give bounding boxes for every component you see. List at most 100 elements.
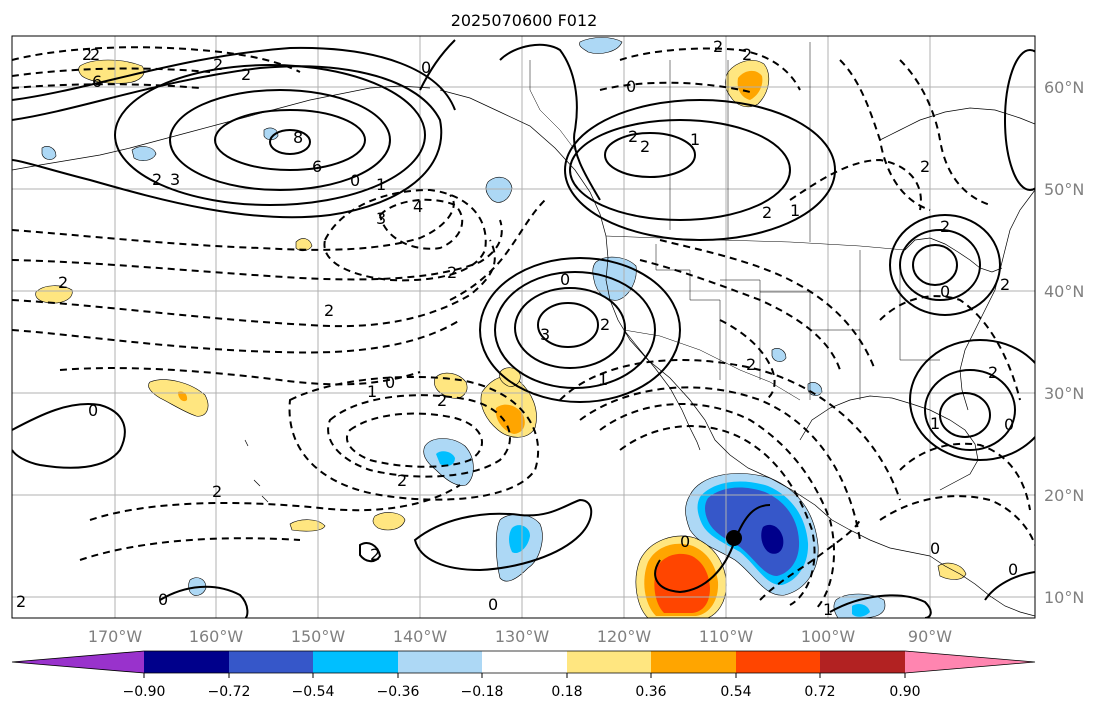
- contour-label: 2: [324, 301, 334, 320]
- contour-label: 2: [746, 355, 756, 374]
- contour-label: 0: [930, 539, 940, 558]
- contour-negative: [12, 67, 211, 77]
- contour-positive: [912, 244, 958, 286]
- shade-positive-patch: [78, 59, 145, 84]
- contour-label: 3: [376, 209, 386, 228]
- contour-positive: [214, 109, 366, 171]
- colorbar-segment: [820, 651, 905, 673]
- shade-positive-patch: [737, 70, 763, 100]
- contour-negative: [599, 403, 836, 611]
- colorbar-segment: [736, 651, 820, 673]
- contour-positive: [924, 369, 1016, 451]
- contour-label-layer: 2 2 0 2 8 6 3 2 1 0 3 4 2 2 2 2 2 1 2 2 …: [16, 37, 1018, 619]
- colorbar-tick-label: −0.36: [377, 684, 420, 700]
- contour-negative: [619, 47, 801, 91]
- contour-negative: [839, 59, 931, 211]
- shade-positive-deep: [654, 553, 710, 613]
- contour-storm: [654, 504, 771, 594]
- colorbar-tick-label: 0.18: [551, 684, 582, 700]
- contour-positive: [114, 64, 426, 206]
- contour-label: 2: [742, 45, 752, 64]
- contour-negative: [789, 158, 922, 211]
- shade-negative-core: [761, 524, 784, 554]
- shade-negative-patch: [436, 451, 455, 466]
- latitude-label: 60°N: [1044, 78, 1084, 97]
- contour-negative: [659, 239, 876, 371]
- contour-label: 2: [447, 263, 457, 282]
- contour-negative: [899, 442, 1031, 511]
- latitude-label: 30°N: [1044, 384, 1084, 403]
- longitude-label: 150°W: [291, 627, 346, 646]
- map-panel: 2 2 0 2 8 6 3 2 1 0 3 4 2 2 2 2 2 1 2 2 …: [11, 35, 1036, 619]
- contour-positive: [889, 214, 1001, 316]
- coastline-alaska: [12, 85, 431, 171]
- contour-label: 1: [790, 201, 800, 220]
- contour-label: 2: [940, 217, 950, 236]
- contour-positive: [269, 129, 311, 155]
- contour-negative: [12, 319, 461, 354]
- contour-negative: [879, 295, 1021, 401]
- colorbar-segment: [229, 651, 313, 673]
- shade-positive-patch: [937, 562, 967, 580]
- contour-positive: [169, 89, 391, 191]
- contour-label: 2: [397, 471, 407, 490]
- contour-label: 1: [376, 175, 386, 194]
- contour-negative: [288, 375, 540, 501]
- contour-positive: [1004, 49, 1035, 191]
- latitude-label: 50°N: [1044, 180, 1084, 199]
- contour-negative: [59, 367, 421, 386]
- map-frame: [11, 35, 1036, 619]
- contour-negative: [579, 386, 861, 541]
- contour-label: 2: [920, 157, 930, 176]
- contour-negative: [345, 412, 483, 468]
- shade-positive-patch: [295, 238, 313, 252]
- contour-label: 1: [823, 600, 833, 619]
- contour-label: 2: [90, 45, 100, 64]
- shaded-fields: [35, 37, 967, 618]
- shade-negative-patch: [263, 127, 279, 141]
- contour-label: 0: [680, 532, 690, 551]
- contour-label: 0: [158, 590, 168, 609]
- shade-positive-patch: [499, 367, 521, 387]
- contour-label: 4: [413, 197, 423, 216]
- colorbar: −0.90 −0.72 −0.54 −0.36 −0.18 0.18 0.36 …: [11, 650, 1036, 700]
- contour-positive: [569, 119, 791, 221]
- colorbar-extend-min: [12, 651, 144, 673]
- longitude-label: 130°W: [495, 627, 550, 646]
- contour-lines: [12, 39, 1035, 618]
- border-states: [655, 244, 940, 400]
- coastline-hawaii: [244, 439, 269, 503]
- contour-positive: [909, 339, 1035, 461]
- contour-label: 6: [92, 72, 102, 91]
- contour-label: 0: [940, 282, 950, 301]
- colorbar-tick-label: −0.54: [292, 684, 335, 700]
- shade-positive-patch: [289, 519, 326, 532]
- contour-positive: [899, 229, 981, 301]
- contour-zero: [984, 571, 1035, 601]
- colorbar-segment: [398, 651, 482, 673]
- contour-negative: [12, 194, 455, 251]
- contour-negative: [879, 495, 1035, 546]
- contour-positive: [12, 65, 443, 219]
- contour-zero: [359, 542, 382, 563]
- contour-negative: [12, 46, 301, 73]
- coastline-central-america: [929, 555, 1035, 617]
- contour-negative: [759, 519, 861, 601]
- longitude-label: 120°W: [597, 627, 652, 646]
- latitude-label: 20°N: [1044, 486, 1084, 505]
- contour-label: 2: [762, 203, 772, 222]
- contour-negative: [449, 199, 546, 301]
- contour-label: 2: [58, 273, 68, 292]
- contour-label: 2: [212, 482, 222, 501]
- contour-positive: [12, 46, 456, 111]
- border-alaska-canada: [529, 60, 576, 151]
- contour-label: 2: [16, 592, 26, 611]
- shade-negative-patch: [852, 604, 870, 617]
- shade-negative-patch: [485, 176, 513, 203]
- contour-negative: [559, 359, 901, 501]
- contour-label: 0: [350, 171, 360, 190]
- contour-zero: [413, 498, 593, 572]
- contour-label: 2: [640, 137, 650, 156]
- contour-label: 0: [421, 58, 431, 77]
- storm-center-marker: [726, 530, 742, 546]
